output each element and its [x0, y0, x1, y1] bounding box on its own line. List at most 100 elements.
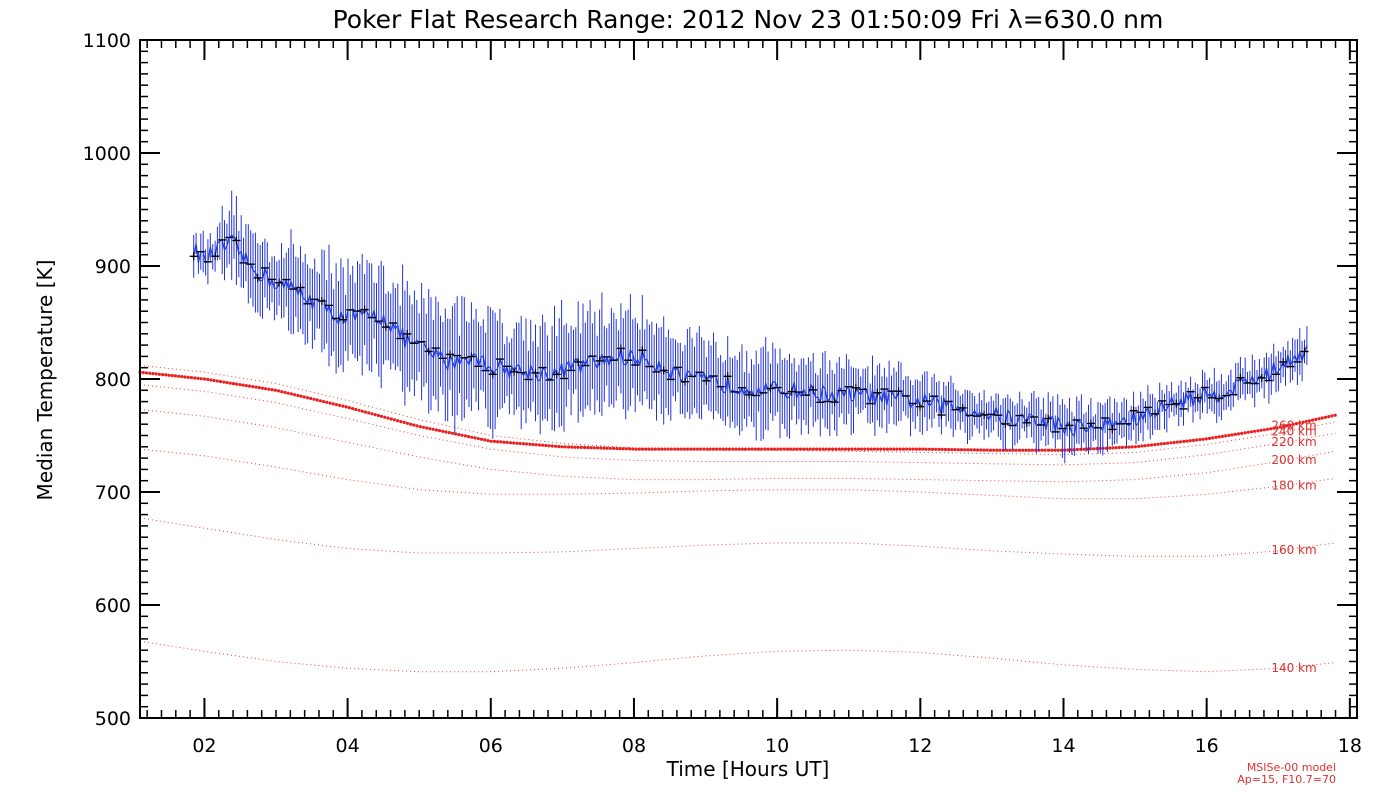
model-point	[576, 445, 580, 449]
plot-frame	[139, 39, 1358, 719]
model-point	[228, 381, 232, 385]
model-point	[331, 402, 335, 406]
model-point	[502, 440, 506, 444]
model-point	[1236, 432, 1241, 436]
model-point	[1182, 439, 1186, 443]
model-point	[186, 375, 190, 379]
model-point	[718, 447, 722, 451]
model-point	[206, 377, 210, 382]
model-point	[1188, 439, 1192, 443]
model-point	[357, 408, 361, 412]
model-point	[386, 416, 390, 420]
model-point	[299, 394, 303, 398]
model-point	[560, 445, 564, 449]
model-point	[1304, 419, 1308, 424]
model-point	[360, 409, 364, 413]
model-point	[1265, 427, 1270, 431]
y-tick-label: 900	[95, 256, 131, 278]
model-point	[905, 447, 909, 451]
model-point	[660, 447, 664, 451]
model-point	[550, 444, 554, 448]
model-point	[1172, 440, 1176, 445]
model-point	[1130, 445, 1134, 449]
model-point	[705, 447, 709, 451]
model-point	[882, 447, 886, 451]
model-point	[698, 447, 703, 451]
model-point	[1153, 443, 1157, 447]
model-point	[554, 444, 558, 448]
model-point	[441, 429, 445, 433]
model-point	[789, 447, 793, 451]
model-point	[151, 372, 155, 376]
model-point	[628, 447, 632, 451]
model-point	[1108, 446, 1112, 450]
model-point	[399, 420, 403, 424]
model-point	[1240, 431, 1244, 435]
x-tick-label: 16	[1195, 735, 1219, 757]
x-tick-label: 08	[622, 735, 646, 757]
model-point	[831, 447, 835, 451]
model-point	[573, 445, 577, 449]
model-point	[444, 430, 448, 434]
model-label-240-km: 240 km	[1271, 424, 1316, 438]
model-point	[843, 447, 848, 451]
model-point	[1272, 426, 1276, 430]
model-point	[154, 372, 158, 376]
model-point	[1278, 425, 1282, 429]
model-point	[1027, 448, 1031, 452]
model-point	[1143, 444, 1147, 448]
model-point	[1214, 435, 1218, 439]
model-point	[988, 448, 993, 452]
model-point	[856, 447, 861, 451]
model-point	[914, 447, 919, 451]
y-tick-label: 1000	[83, 143, 131, 165]
model-point	[599, 446, 603, 450]
model-point	[782, 447, 786, 451]
model-point	[692, 447, 696, 451]
model-point	[338, 403, 342, 407]
model-point	[1014, 448, 1018, 452]
model-point	[879, 447, 883, 451]
model-point	[1140, 444, 1144, 448]
x-tick-label: 18	[1338, 735, 1362, 757]
error-bars	[193, 190, 1308, 464]
median-segments	[189, 236, 1309, 434]
model-point	[344, 405, 348, 409]
model-label-200-km: 200 km	[1271, 453, 1316, 467]
model-point	[318, 399, 322, 403]
model-line	[139, 448, 1336, 500]
model-point	[450, 431, 455, 435]
model-point	[193, 376, 197, 380]
model-point	[412, 423, 416, 427]
model-point	[689, 447, 693, 451]
model-point	[425, 426, 429, 430]
model-point	[483, 438, 487, 442]
model-line	[139, 640, 1336, 673]
model-point	[956, 448, 960, 452]
model-point	[1162, 442, 1166, 446]
model-point	[161, 373, 165, 377]
model-curve-140-km: 140 km	[139, 640, 1336, 675]
model-point	[1253, 429, 1257, 433]
x-tick-label: 10	[765, 735, 789, 757]
y-axis-label: Median Temperature [K]	[33, 260, 57, 501]
model-point	[267, 387, 271, 391]
model-point	[476, 437, 480, 441]
model-point	[895, 447, 899, 451]
model-point	[380, 414, 384, 418]
model-point	[470, 435, 474, 439]
model-point	[853, 447, 857, 451]
model-point	[241, 383, 245, 387]
y-tick-label: 700	[95, 482, 131, 504]
model-point	[863, 447, 867, 451]
model-point	[392, 418, 397, 422]
model-point	[947, 447, 951, 452]
model-point	[834, 447, 838, 451]
model-point	[1156, 442, 1160, 446]
y-tick-label: 800	[95, 369, 131, 391]
model-point	[302, 395, 306, 399]
model-point	[969, 448, 973, 452]
model-point	[418, 425, 422, 429]
model-point	[202, 377, 206, 381]
